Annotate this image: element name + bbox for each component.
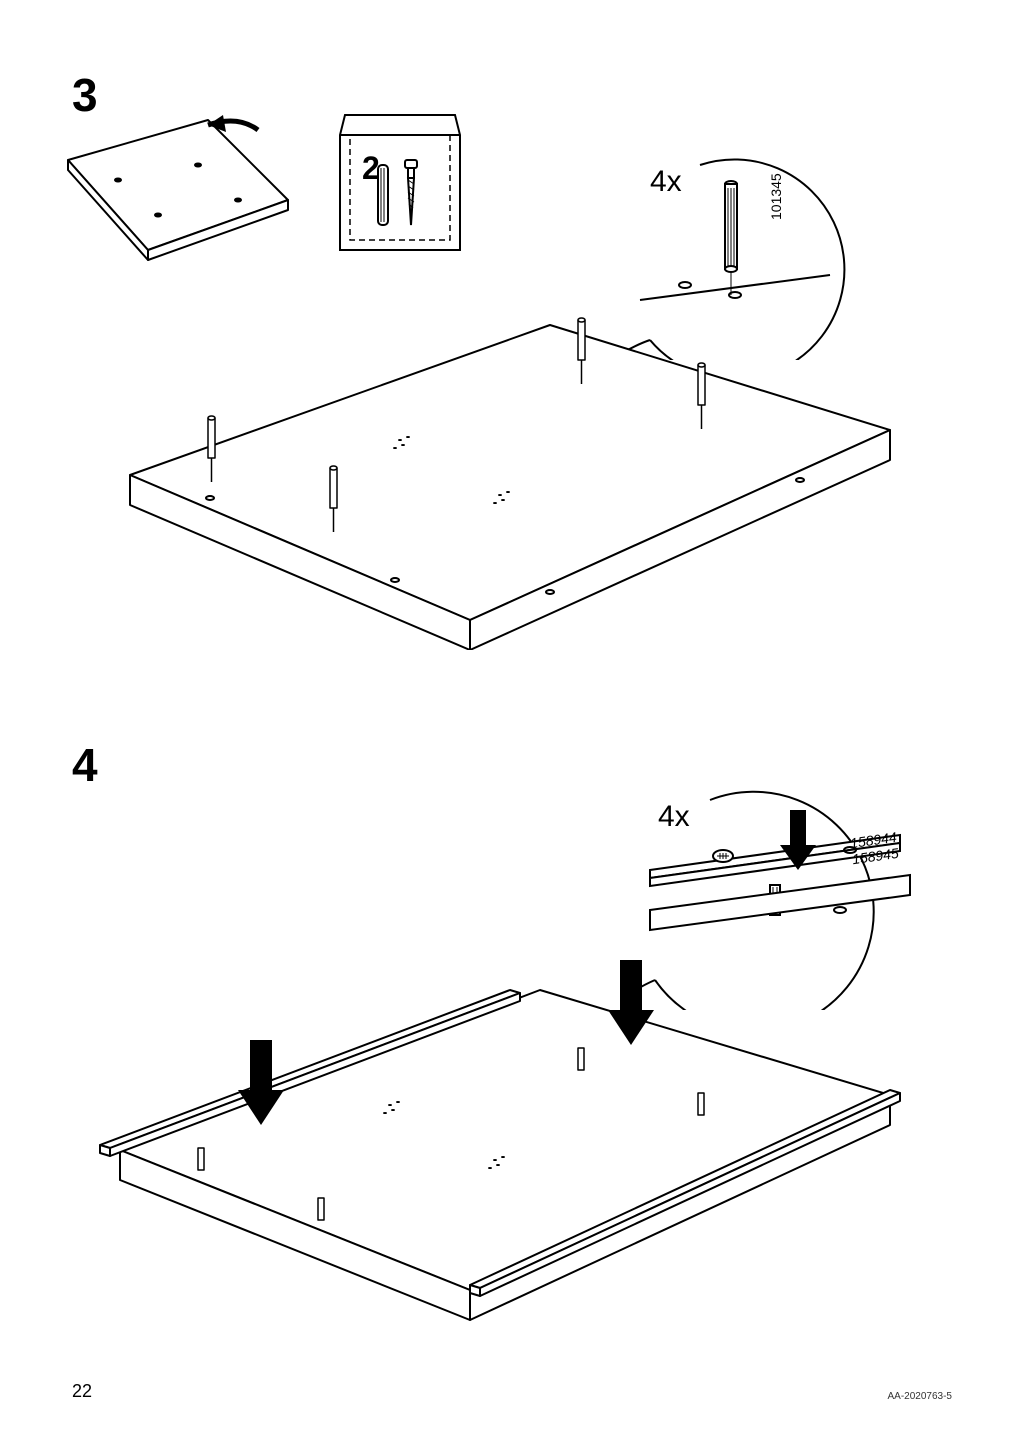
document-reference: AA-2020763-5 [888, 1391, 953, 1402]
assembly-instruction-page: 3 [0, 0, 1012, 1432]
hardware-bag-number: 2 [362, 150, 380, 187]
step3-part-number: 101345 [768, 173, 784, 220]
step3-flip-panel-drawing [58, 110, 298, 270]
step3-hardware-bag [330, 110, 470, 260]
page-number: 22 [72, 1381, 92, 1402]
step4-main-panel [80, 950, 940, 1330]
step-4-number: 4 [72, 738, 98, 792]
step3-main-panel [100, 300, 920, 650]
